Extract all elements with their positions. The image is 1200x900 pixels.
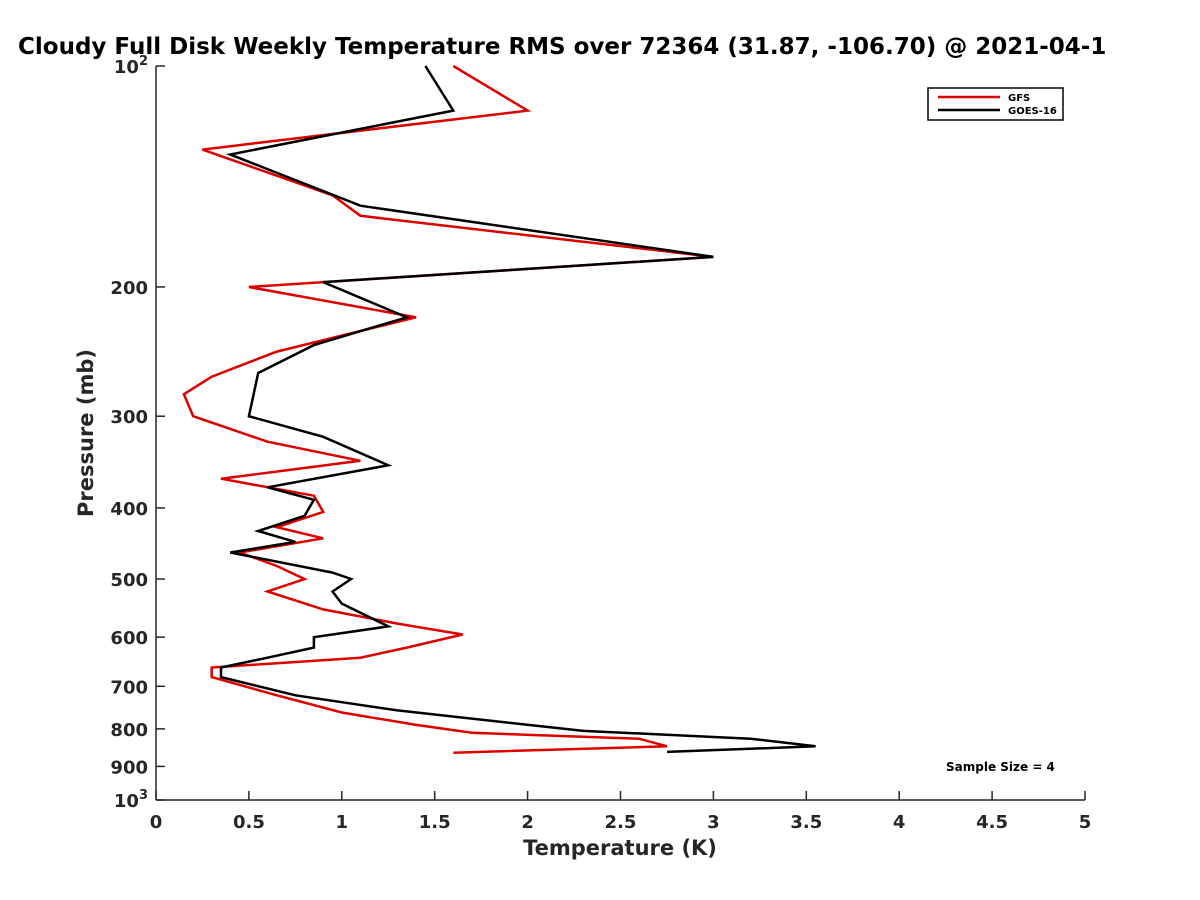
y-tick-label: 800 [110,720,148,741]
series-line-goes-16 [219,65,816,754]
legend-label-goes16: GOES-16 [1008,106,1057,117]
y-tick-label: 300 [110,407,148,428]
x-tick-label: 1 [336,812,349,833]
x-tick-label: 4 [893,812,906,833]
y-tick-label: 900 [110,757,148,778]
legend: GFS GOES-16 [927,87,1064,121]
y-tick-label: 400 [110,499,148,520]
y-tick-label: 102 [114,54,148,78]
x-tick-label: 0 [150,812,163,833]
x-tick-label: 3 [707,812,720,833]
legend-label-gfs: GFS [1008,93,1030,104]
y-tick-label: 500 [110,570,148,591]
y-tick-label: 600 [110,628,148,649]
axes [155,66,1085,801]
axis-ticks: 0 0.5 1 1.5 2 2.5 3 3.5 4 4.5 5 102 200 300 400 500 600 7… [110,54,1091,833]
y-tick-label: 103 [114,788,148,812]
x-tick-label: 0.5 [233,812,265,833]
x-tick-label: 4.5 [976,812,1008,833]
series-lines [182,64,816,754]
y-tick-label: 200 [110,278,148,299]
x-tick-label: 5 [1079,812,1092,833]
y-tick-label: 700 [110,677,148,698]
series-line-gfs [182,64,714,754]
x-tick-label: 3.5 [790,812,822,833]
chart-title: Cloudy Full Disk Weekly Temperature RMS … [18,34,1106,60]
x-tick-label: 2 [521,812,534,833]
x-axis-label: Temperature (K) [523,836,717,860]
x-tick-label: 1.5 [419,812,451,833]
x-tick-label: 2.5 [605,812,637,833]
sample-size-annotation: Sample Size = 4 [946,760,1055,774]
legend-box [927,87,1064,121]
y-axis-label: Pressure (mb) [74,349,98,517]
